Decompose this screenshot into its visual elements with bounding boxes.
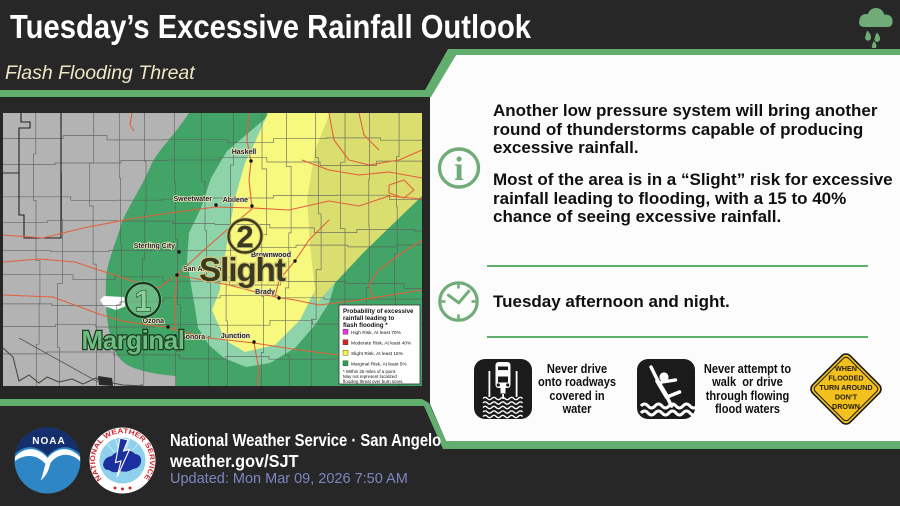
svg-text:Brownwood: Brownwood (251, 252, 291, 259)
svg-text:1: 1 (135, 285, 152, 318)
svg-text:rainfall leading to: rainfall leading to (343, 315, 394, 322)
svg-text:flash flooding *: flash flooding * (343, 322, 388, 329)
svg-text:San Angelo: San Angelo (183, 266, 221, 273)
svg-text:Sonora: Sonora (181, 334, 205, 341)
svg-text:NOAA: NOAA (32, 436, 65, 447)
svg-text:Haskell: Haskell (232, 149, 257, 156)
svg-text:2: 2 (236, 219, 253, 254)
svg-text:High Risk, At least 70%: High Risk, At least 70% (351, 330, 402, 336)
svg-text:Junction: Junction (221, 333, 250, 340)
svg-text:Sterling City: Sterling City (134, 243, 175, 250)
svg-text:Slight Risk, At least 15%: Slight Risk, At least 15% (351, 351, 404, 357)
svg-text:DON’T: DON’T (835, 393, 858, 402)
svg-text:* Within 25 miles of a point.: * Within 25 miles of a point. (343, 369, 396, 374)
svg-text:May not represent localized: May not represent localized (343, 374, 397, 379)
svg-text:Marginal: Marginal (82, 325, 185, 355)
svg-text:Brady: Brady (255, 289, 275, 296)
svg-text:flooding threat over burn scar: flooding threat over burn scars. (343, 379, 404, 384)
svg-text:FLOODED: FLOODED (828, 374, 863, 383)
svg-text:Probability of excessive: Probability of excessive (343, 308, 414, 315)
svg-text:Sweetwater: Sweetwater (173, 196, 212, 203)
svg-text:WHEN: WHEN (835, 364, 857, 373)
svg-text:Slight: Slight (199, 251, 286, 288)
svg-text:Marginal Risk, At least 5%: Marginal Risk, At least 5% (351, 362, 407, 368)
svg-text:i: i (454, 151, 463, 188)
svg-text:Ozona: Ozona (143, 318, 164, 325)
svg-text:DROWN: DROWN (832, 402, 860, 411)
svg-text:Abilene: Abilene (223, 197, 248, 204)
svg-text:TURN AROUND: TURN AROUND (819, 383, 872, 392)
svg-text:Moderate Risk, At least 40%: Moderate Risk, At least 40% (351, 341, 412, 347)
